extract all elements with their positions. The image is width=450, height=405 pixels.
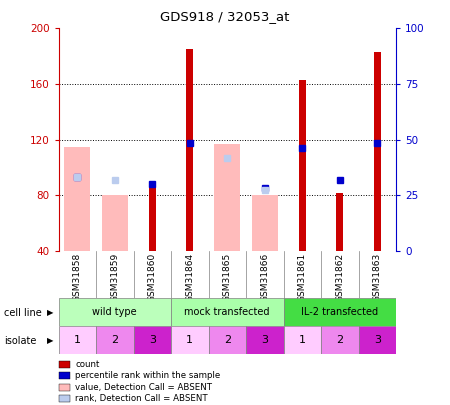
Bar: [171, 326, 208, 354]
Bar: [321, 326, 359, 354]
Text: rank, Detection Call = ABSENT: rank, Detection Call = ABSENT: [75, 394, 208, 403]
Text: 3: 3: [374, 335, 381, 345]
Text: 2: 2: [111, 335, 118, 345]
Bar: [337, 193, 343, 251]
Bar: [64, 147, 90, 251]
Text: IL-2 transfected: IL-2 transfected: [301, 307, 378, 317]
Text: ▶: ▶: [47, 337, 54, 345]
Text: count: count: [75, 360, 99, 369]
Bar: [96, 326, 134, 354]
Text: 2: 2: [336, 335, 343, 345]
Text: 1: 1: [186, 335, 193, 345]
Text: isolate: isolate: [4, 336, 37, 346]
Text: 3: 3: [261, 335, 268, 345]
Bar: [208, 326, 246, 354]
Bar: [58, 298, 171, 326]
Text: percentile rank within the sample: percentile rank within the sample: [75, 371, 220, 380]
Bar: [134, 326, 171, 354]
Text: value, Detection Call = ABSENT: value, Detection Call = ABSENT: [75, 383, 212, 392]
Bar: [252, 195, 278, 251]
Bar: [284, 298, 396, 326]
Bar: [246, 326, 284, 354]
Bar: [359, 326, 396, 354]
Text: 1: 1: [299, 335, 306, 345]
Text: 1: 1: [74, 335, 81, 345]
Bar: [58, 326, 96, 354]
Bar: [149, 184, 156, 251]
Text: GDS918 / 32053_at: GDS918 / 32053_at: [160, 10, 290, 23]
Text: 3: 3: [149, 335, 156, 345]
Bar: [186, 49, 193, 251]
Bar: [102, 195, 128, 251]
Text: ▶: ▶: [47, 308, 54, 317]
Text: 2: 2: [224, 335, 231, 345]
Text: mock transfected: mock transfected: [184, 307, 270, 317]
Text: wild type: wild type: [92, 307, 137, 317]
Bar: [299, 80, 306, 251]
Text: cell line: cell line: [4, 308, 42, 318]
Bar: [284, 326, 321, 354]
Bar: [374, 52, 381, 251]
Bar: [214, 144, 240, 251]
Bar: [171, 298, 284, 326]
